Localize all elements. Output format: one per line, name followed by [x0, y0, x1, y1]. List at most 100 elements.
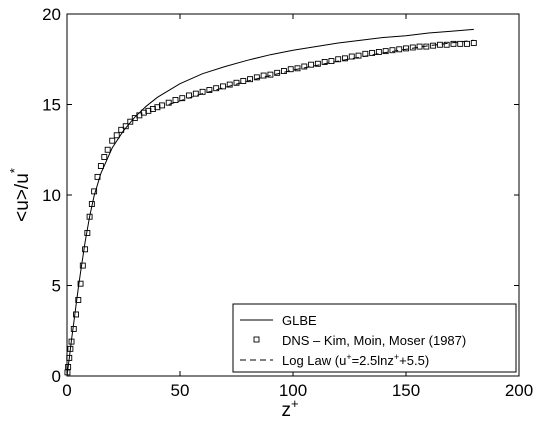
data-point-dns	[206, 87, 213, 93]
x-tick-label: 0	[62, 381, 71, 400]
data-point-dns	[94, 173, 101, 180]
data-point-dns	[82, 246, 89, 253]
x-tick-label: 150	[392, 381, 420, 400]
data-point-dns	[88, 201, 95, 208]
data-point-dns	[145, 107, 152, 114]
data-point-dns	[321, 59, 328, 65]
legend-label-part: Log Law (u	[282, 353, 346, 368]
legend-item-glbe: GLBE	[240, 313, 317, 328]
data-point-dns	[66, 354, 73, 361]
data-point-dns	[348, 53, 355, 60]
legend-label-part: =2.5lnz	[352, 353, 394, 368]
data-point-dns	[396, 46, 403, 53]
data-point-dns	[149, 106, 156, 112]
x-axis-label-base: z	[281, 400, 291, 421]
data-point-dns	[213, 85, 220, 92]
data-point-dns	[91, 188, 98, 195]
data-point-dns	[233, 79, 240, 86]
data-point-dns	[335, 56, 342, 63]
data-point-dns	[430, 42, 437, 49]
data-point-dns	[247, 76, 254, 83]
data-point-dns	[342, 55, 348, 62]
series-line-glbe	[66, 28, 474, 377]
legend-label-sup: +	[394, 352, 399, 362]
x-axis-label: z+	[281, 396, 298, 421]
data-point-dns	[375, 49, 382, 55]
legend-item-loglaw: Log Law (u+=2.5lnz++5.5)	[240, 352, 429, 368]
y-axis-label: <u>/u*	[7, 168, 33, 222]
data-point-dns	[219, 83, 226, 90]
data-point-dns	[73, 311, 79, 318]
data-point-dns	[328, 58, 335, 65]
legend: GLBE DNS – Kim, Moin, Moser (1987) Log Law…	[232, 303, 517, 373]
legend-label-glbe: GLBE	[282, 313, 317, 328]
y-axis-label-sub: *	[7, 168, 22, 173]
data-point-dns	[355, 52, 362, 59]
legend-marker-dns	[253, 336, 260, 343]
data-point-dns	[450, 40, 457, 47]
data-point-dns	[158, 102, 165, 109]
data-point-dns	[253, 74, 260, 81]
data-point-dns	[260, 72, 267, 79]
data-point-dns	[389, 47, 396, 54]
data-point-dns	[281, 68, 287, 74]
data-point-dns	[172, 97, 179, 103]
legend-item-dns: DNS – Kim, Moin, Moser (1987)	[253, 333, 466, 348]
axis-ticks: 0 50 100 150 200 0 5 10 15 20	[42, 5, 533, 400]
data-point-dns	[118, 126, 125, 133]
legend-label-part: GLBE	[282, 313, 317, 328]
data-point-dns	[75, 297, 82, 303]
y-axis-label-base: <u>/u	[12, 173, 33, 222]
y-tick-label: 0	[52, 367, 61, 386]
data-point-dns	[199, 88, 206, 95]
data-point-dns	[70, 325, 77, 332]
legend-box	[232, 303, 517, 373]
data-point-dns	[294, 65, 301, 72]
series-line-loglaw	[168, 39, 474, 105]
data-point-dns	[77, 280, 84, 287]
data-point-dns	[79, 262, 86, 269]
data-point-dns	[301, 63, 308, 70]
data-point-dns	[308, 61, 315, 68]
data-point-dns	[369, 49, 376, 56]
data-point-dns	[192, 90, 199, 97]
legend-label-dns: DNS – Kim, Moin, Moser (1987)	[282, 333, 466, 348]
data-point-dns	[113, 132, 120, 139]
data-point-dns	[154, 104, 161, 111]
series-layer	[64, 28, 477, 377]
data-point-dns	[267, 71, 274, 78]
data-point-dns	[165, 99, 172, 106]
data-point-dns	[104, 146, 111, 153]
data-point-dns	[122, 123, 129, 130]
data-point-dns	[287, 66, 294, 73]
data-point-dns	[240, 78, 247, 84]
legend-label-part: DNS – Kim, Moin, Moser (1987)	[282, 333, 466, 348]
y-tick-label: 5	[52, 277, 61, 296]
data-point-dns	[226, 81, 233, 88]
data-point-dns	[403, 45, 409, 52]
x-tick-label: 100	[279, 381, 307, 400]
data-point-dns	[65, 364, 72, 370]
data-point-dns	[382, 48, 389, 55]
legend-label-part: +5.5)	[399, 353, 429, 368]
data-point-dns	[101, 154, 108, 160]
data-point-dns	[86, 213, 93, 220]
y-tick-label: 10	[42, 186, 61, 205]
data-point-dns	[67, 345, 74, 352]
data-point-dns	[97, 163, 104, 169]
legend-label-sup: +	[346, 352, 351, 362]
y-tick-label: 20	[42, 5, 61, 24]
data-point-dns	[68, 338, 75, 345]
legend-label-loglaw: Log Law (u+=2.5lnz++5.5)	[282, 352, 429, 368]
data-point-dns	[443, 41, 450, 48]
data-point-dns	[140, 109, 147, 116]
data-point-dns	[109, 137, 116, 144]
data-point-dns	[127, 118, 134, 125]
data-point-dns	[314, 60, 321, 67]
x-axis-label-sup: +	[291, 396, 299, 411]
data-point-dns	[457, 40, 464, 47]
data-point-dns	[84, 230, 91, 236]
y-tick-label: 15	[42, 96, 61, 115]
x-tick-label: 200	[505, 381, 533, 400]
